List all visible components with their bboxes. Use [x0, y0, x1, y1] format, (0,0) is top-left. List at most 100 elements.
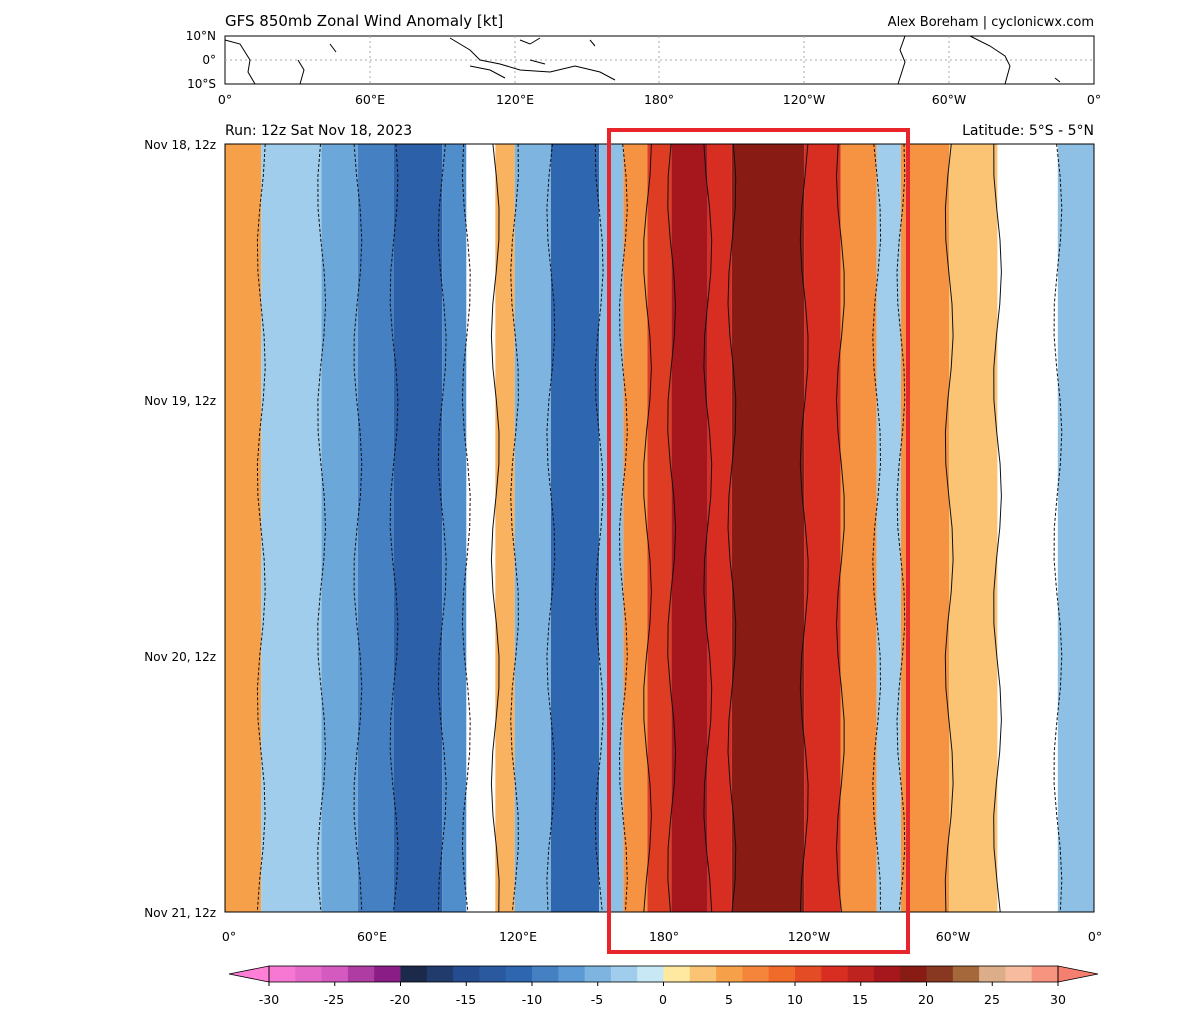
contour-line [703, 143, 713, 913]
colorbar-tick: 30 [1050, 992, 1066, 1007]
credit-label: Alex Boreham | cyclonicwx.com [887, 15, 1094, 30]
colorbar-segment [663, 966, 691, 982]
colorbar-segment [952, 966, 980, 982]
colorbar-tick: 10 [787, 992, 803, 1007]
colorbar-segment [610, 966, 638, 982]
map-lat-tick-10n: 10°N [185, 29, 216, 43]
contour-line [643, 143, 652, 913]
contour-line [727, 143, 737, 913]
colorbar-segment [873, 966, 901, 982]
contour-line [546, 143, 556, 913]
colorbar-tick: 25 [984, 992, 1000, 1007]
contour-line [353, 143, 363, 913]
colorbar-segment [900, 966, 927, 982]
contour-line [594, 143, 604, 913]
time-tick-1: Nov 19, 12z [144, 394, 216, 408]
colorbar-segment [768, 966, 796, 982]
colorbar-segment [689, 966, 717, 982]
time-tick-2: Nov 20, 12z [144, 650, 216, 664]
anomaly-band [997, 144, 1058, 912]
colorbar-tick: 20 [918, 992, 934, 1007]
anomaly-band [225, 144, 262, 912]
colorbar-segment [295, 966, 323, 982]
contour-line [872, 143, 882, 913]
contour-line [510, 143, 519, 913]
lon-tick-360: 0° [1087, 929, 1103, 944]
anomaly-band [804, 144, 841, 912]
map-lon-tick-60e: 60°E [354, 92, 386, 107]
contour-line [944, 143, 954, 913]
anomaly-band [550, 144, 600, 912]
map-lat-tick-10s: 10°S [187, 77, 216, 91]
contour-line [618, 143, 628, 913]
colorbar-tick: -25 [323, 992, 345, 1007]
colorbar-segment [584, 966, 612, 982]
colorbar-segment [374, 966, 401, 982]
colorbar-segment [400, 966, 428, 982]
contour-line [667, 143, 677, 913]
time-tick-3: Nov 21, 12z [144, 906, 216, 920]
contour-line [389, 143, 399, 913]
latitude-label: Latitude: 5°S - 5°N [962, 123, 1094, 139]
anomaly-band [731, 144, 805, 912]
heatmap-plot [225, 143, 1094, 913]
colorbar-segment [479, 966, 507, 982]
anomaly-band [840, 144, 877, 912]
map-gridlines [225, 36, 1094, 84]
colorbar-segment [742, 966, 770, 982]
colorbar-extend-max [1057, 965, 1099, 983]
colorbar-segment [269, 966, 296, 982]
colorbar-segment [532, 966, 559, 982]
colorbar [228, 965, 1099, 986]
lon-tick-0: 0° [221, 929, 237, 944]
anomaly-band [647, 144, 672, 912]
contour-line [896, 143, 906, 913]
highlight-box [607, 128, 910, 954]
colorbar-segment [637, 966, 664, 982]
anomaly-band [442, 144, 467, 912]
colorbar-segment [558, 966, 586, 982]
colorbar-segment [321, 966, 349, 982]
anomaly-band [466, 144, 496, 912]
colorbar-tick: 0 [659, 992, 667, 1007]
anomaly-band [1057, 144, 1094, 912]
contour-line [437, 143, 447, 913]
colorbar-segment [505, 966, 533, 982]
time-tick-0: Nov 18, 12z [144, 138, 216, 152]
run-label: Run: 12z Sat Nov 18, 2023 [225, 123, 413, 139]
colorbar-tick: 15 [852, 992, 868, 1007]
map-lon-tick-120w: 120°W [782, 92, 826, 107]
contour-line [461, 143, 471, 913]
contour-line [317, 143, 327, 913]
map-lon-tick-0: 0° [217, 92, 233, 107]
anomaly-band [321, 144, 358, 912]
anomaly-band [514, 144, 551, 912]
anomaly-band [949, 144, 998, 912]
colorbar-segment [926, 966, 954, 982]
colorbar-segment [347, 966, 375, 982]
colorbar-tick: -5 [590, 992, 604, 1007]
contour-line [799, 143, 809, 913]
colorbar-segment [1031, 966, 1059, 982]
map-lon-tick-180: 180° [643, 92, 675, 107]
colorbar-segment [453, 966, 480, 982]
lon-tick-60e: 60°E [356, 929, 388, 944]
colorbar-segment [847, 966, 875, 982]
colorbar-extend-min [228, 965, 270, 983]
contour-line [993, 143, 1002, 913]
contour-line [835, 143, 845, 913]
lon-tick-180: 180° [648, 929, 680, 944]
contour-line [490, 143, 500, 913]
chart-title: GFS 850mb Zonal Wind Anomaly [kt] [225, 12, 504, 30]
colorbar-segment [716, 966, 743, 982]
plot-frame [224, 143, 1095, 913]
anomaly-band [495, 144, 515, 912]
colorbar-tick: -15 [455, 992, 477, 1007]
contour-line [256, 143, 266, 913]
colorbar-tick: -20 [389, 992, 411, 1007]
map-lon-tick-60w: 60°W [931, 92, 967, 107]
coastlines [224, 35, 1061, 85]
map-lon-tick-360: 0° [1086, 92, 1102, 107]
colorbar-segment [795, 966, 822, 982]
